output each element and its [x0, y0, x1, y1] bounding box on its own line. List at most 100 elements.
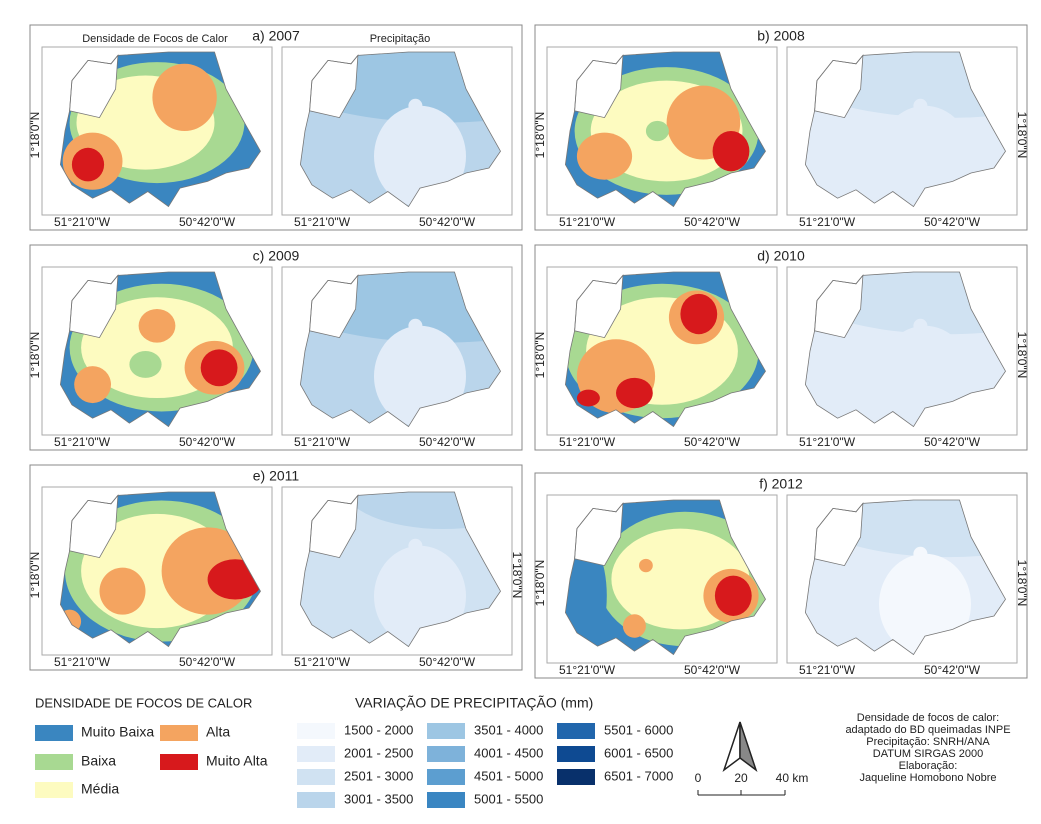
precipitation-zone: [913, 99, 927, 113]
latitude-label: 1°18'0"N: [1015, 332, 1029, 379]
scale-label: 0: [695, 771, 702, 785]
longitude-label: 50°42'0"W: [684, 435, 741, 449]
credit-line: Precipitação: SNRH/ANA: [866, 736, 990, 748]
longitude-label: 50°42'0"W: [179, 655, 236, 669]
scale-label: 40 km: [776, 771, 809, 785]
density-zone: [152, 64, 216, 131]
legend-swatch: [427, 792, 465, 808]
longitude-label: 51°21'0"W: [559, 215, 616, 229]
density-zone: [72, 148, 104, 182]
density-legend-title: DENSIDADE DE FOCOS DE CALOR: [35, 695, 252, 710]
longitude-label: 50°42'0"W: [179, 215, 236, 229]
panel-title: f) 2012: [759, 476, 803, 492]
density-zone: [201, 349, 238, 386]
panel-title: a) 2007: [252, 28, 300, 44]
longitude-label: 50°42'0"W: [419, 435, 476, 449]
credit-line: adaptado do BD queimadas INPE: [845, 724, 1010, 736]
density-zone: [129, 351, 161, 378]
density-zone: [616, 378, 653, 408]
legend-swatch: [297, 792, 335, 808]
precipitation-zone: [408, 319, 422, 333]
credit-line: Jaqueline Homobono Nobre: [860, 772, 997, 784]
legend-label: 4001 - 4500: [474, 745, 543, 760]
latitude-label: 1°18'0"N: [1015, 112, 1029, 159]
legend-label: Alta: [206, 724, 230, 740]
legend-label: 1500 - 2000: [344, 722, 413, 737]
density-zone: [577, 390, 600, 407]
density-zone: [639, 559, 653, 572]
scale-label: 20: [734, 771, 748, 785]
longitude-label: 51°21'0"W: [294, 435, 351, 449]
legend-label: Média: [81, 781, 119, 797]
legend-label: 5501 - 6000: [604, 722, 673, 737]
longitude-label: 51°21'0"W: [54, 655, 111, 669]
density-zone: [713, 131, 750, 171]
panel-title: d) 2010: [757, 248, 805, 264]
latitude-label: 1°18'0"N: [28, 332, 42, 379]
latitude-label: 1°18'0"N: [28, 112, 42, 159]
legend-swatch: [427, 746, 465, 762]
precipitation-zone: [913, 319, 927, 333]
map-title: Densidade de Focos de Calor: [82, 33, 228, 45]
density-zone: [100, 568, 146, 615]
legend-swatch: [35, 782, 73, 798]
legend-swatch: [557, 769, 595, 785]
scale-bar: [698, 790, 785, 795]
precipitation-zone: [408, 99, 422, 113]
legend-swatch: [160, 725, 198, 741]
precipitation-zone: [408, 539, 422, 553]
latitude-label: 1°18'0"N: [533, 112, 547, 159]
legend-label: Muito Alta: [206, 753, 268, 769]
legend-swatch: [297, 723, 335, 739]
legend-swatch: [427, 769, 465, 785]
legend-swatch: [557, 746, 595, 762]
precipitation-legend-title: VARIAÇÃO DE PRECIPITAÇÃO (mm): [355, 695, 593, 711]
legend-label: Muito Baixa: [81, 724, 154, 740]
precipitation-zone: [913, 547, 927, 561]
density-zone: [623, 614, 646, 638]
longitude-label: 50°42'0"W: [179, 435, 236, 449]
latitude-label: 1°18'0"N: [533, 332, 547, 379]
density-zone: [680, 294, 717, 334]
longitude-label: 51°21'0"W: [294, 655, 351, 669]
legend-label: 3501 - 4000: [474, 722, 543, 737]
longitude-label: 51°21'0"W: [294, 215, 351, 229]
legend-swatch: [297, 769, 335, 785]
legend-label: 2501 - 3000: [344, 768, 413, 783]
density-zone: [577, 133, 632, 180]
longitude-label: 51°21'0"W: [799, 215, 856, 229]
longitude-label: 50°42'0"W: [419, 215, 476, 229]
legend-label: 6001 - 6500: [604, 745, 673, 760]
density-zone: [139, 309, 176, 343]
legend-label: 5001 - 5500: [474, 791, 543, 806]
longitude-label: 51°21'0"W: [559, 435, 616, 449]
longitude-label: 51°21'0"W: [54, 435, 111, 449]
latitude-label: 1°18'0"N: [510, 552, 524, 599]
legend-label: 2001 - 2500: [344, 745, 413, 760]
longitude-label: 50°42'0"W: [684, 663, 741, 677]
density-zone: [74, 366, 111, 403]
longitude-label: 51°21'0"W: [799, 435, 856, 449]
legend-label: Baixa: [81, 753, 116, 769]
panel-title: b) 2008: [757, 28, 805, 44]
credit-line: Elaboração:: [899, 760, 958, 772]
figure: DENSIDADE DE FOCOS DE CALOR VARIAÇÃO DE …: [0, 0, 1041, 819]
density-zone: [715, 576, 752, 616]
longitude-label: 50°42'0"W: [419, 655, 476, 669]
legend-swatch: [160, 754, 198, 770]
credit-line: DATUM SIRGAS 2000: [873, 748, 983, 760]
map-title: Precipitação: [370, 33, 431, 45]
legend-swatch: [35, 754, 73, 770]
longitude-label: 50°42'0"W: [924, 663, 981, 677]
latitude-label: 1°18'0"N: [1015, 560, 1029, 607]
legend-swatch: [297, 746, 335, 762]
longitude-label: 51°21'0"W: [799, 663, 856, 677]
density-zone: [646, 121, 669, 141]
legend-swatch: [427, 723, 465, 739]
longitude-label: 51°21'0"W: [54, 215, 111, 229]
panel-title: c) 2009: [253, 248, 300, 264]
legend-swatch: [557, 723, 595, 739]
longitude-label: 50°42'0"W: [684, 215, 741, 229]
longitude-label: 50°42'0"W: [924, 435, 981, 449]
legend-label: 6501 - 7000: [604, 768, 673, 783]
